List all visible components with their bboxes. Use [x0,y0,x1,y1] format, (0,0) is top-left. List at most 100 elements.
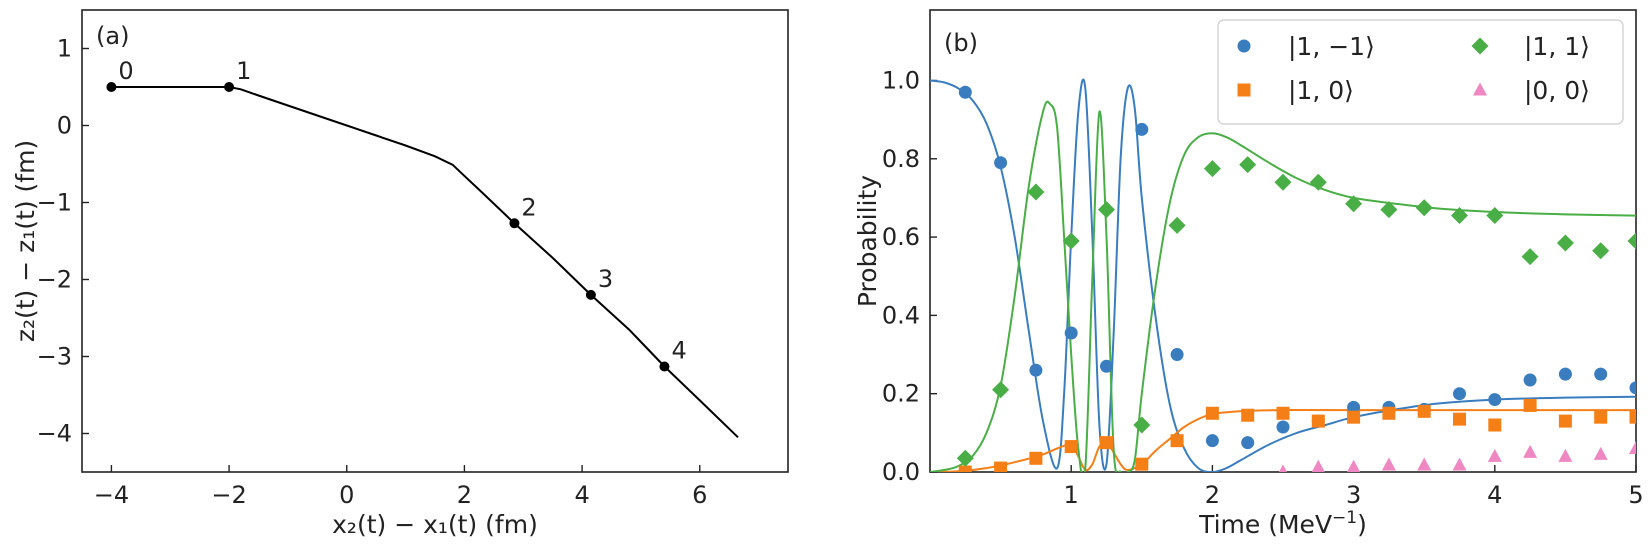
panel-a-y-tick-label: −2 [37,266,72,294]
panel-b-x-tick-label: 2 [1205,481,1220,509]
panel-a-y-tick-label: 0 [57,112,72,140]
data-point-one-one [1133,416,1151,434]
data-point-one-minus-one [958,85,972,99]
data-point-one-one [1592,242,1610,260]
panel-b-x-tick-label: 4 [1487,481,1502,509]
panel-a-x-tick-label: −2 [211,481,246,509]
panel-b-y-tick-label: 0.4 [882,301,920,329]
panel-b-label: (b) [944,29,978,57]
panel-a-x-tick-label: 4 [574,481,589,509]
data-point-one-one [1203,160,1221,178]
panel-b-y-tick-label: 0.6 [882,223,920,251]
data-point-one-minus-one [1029,363,1043,377]
data-point-one-one [1309,173,1327,191]
panel-a-x-tick-label: 6 [692,481,707,509]
panel-a-x-axis-title: x₂(t) − x₁(t) (fm) [332,510,538,539]
data-point-zero-zero [1278,464,1288,472]
panel-a-frame [81,9,789,473]
panel-a-y-axis-title: z₂(t) − z₁(t) (fm) [11,140,40,342]
panel-b-probability-chart: 1 2 3 4 5 0.0 0.2 0.4 0.6 0.8 1.0 (b) Time (MeV−1)… [853,9,1644,539]
data-point-one-minus-one [1594,367,1608,381]
panel-a-plot-area: 0 1 2 3 4 [106,57,739,439]
data-point-one-zero [1558,414,1572,428]
data-point-one-minus-one [1276,420,1290,434]
data-point-zero-zero [1347,459,1361,472]
data-point-one-minus-one [1170,348,1184,362]
x-axis-title-end: ) [1357,510,1367,539]
panel-a-y-tick-label: −1 [37,189,72,217]
data-point-one-zero [1594,410,1608,424]
trajectory-point-0 [106,82,117,92]
data-point-one-minus-one [1488,393,1502,407]
data-point-one-zero [1135,457,1149,471]
panel-a-trajectory-chart: −4 −2 0 2 4 6 1 0 −1 −2 −3 −4 0 1 2 3 4 (a) x₂(t) − x₁(… [11,9,789,539]
trajectory-point-label-3: 3 [598,265,613,293]
trajectory-point-label-1: 1 [236,57,251,85]
data-point-one-zero [1417,404,1431,418]
data-point-zero-zero [1629,441,1636,455]
legend-label-one-zero: |1, 0⟩ [1288,76,1354,105]
data-point-one-zero [1523,398,1537,412]
data-point-one-one [1521,248,1539,266]
data-point-one-zero [1488,418,1502,432]
data-point-one-zero [994,461,1008,472]
data-point-one-minus-one [1241,436,1255,450]
data-point-zero-zero [1381,457,1396,471]
trajectory-point-label-0: 0 [118,57,133,85]
panel-b-y-tick-label: 0.0 [882,458,920,486]
data-point-one-zero [1453,412,1466,426]
panel-b-y-axis-title: Probability [853,175,882,307]
panel-b-x-tick-label: 3 [1346,481,1361,509]
data-point-one-minus-one [994,156,1008,170]
data-point-zero-zero [1417,457,1432,471]
legend-marker-one-one [1471,37,1489,55]
data-point-one-zero [1205,406,1219,420]
legend-label-one-one: |1, 1⟩ [1524,32,1590,61]
data-point-one-one [1168,216,1186,234]
legend-label-one-minus-one: |1, −1⟩ [1288,32,1375,61]
data-point-one-minus-one [1558,367,1572,381]
data-point-one-one [956,449,974,467]
panel-b-x-tick-label: 5 [1628,481,1643,509]
panel-a-y-tick-label: −4 [37,420,72,448]
data-point-zero-zero [1452,457,1467,471]
panel-a-ticks: −4 −2 0 2 4 6 1 0 −1 −2 −3 −4 [37,35,708,510]
trajectory-point-label-4: 4 [671,337,686,365]
data-point-one-zero [1347,410,1361,424]
data-point-one-one [1062,232,1080,250]
trajectory-point-1 [224,82,235,92]
data-point-one-zero [1241,408,1255,422]
legend-marker-one-zero [1237,83,1251,97]
data-point-one-zero [1382,406,1396,420]
data-point-one-one [992,381,1010,399]
data-point-one-minus-one [1100,359,1113,373]
legend-marker-one-minus-one [1237,39,1251,53]
panel-a-x-tick-label: −4 [94,481,129,509]
data-point-one-minus-one [1064,326,1078,340]
legend: |1, −1⟩ |1, 0⟩ |1, 1⟩ |0, 0⟩ [1217,19,1624,125]
data-point-one-minus-one [1453,387,1466,401]
panel-b-plot-area [930,78,1636,472]
data-point-one-zero [1029,451,1043,465]
panel-a-label: (a) [96,22,129,50]
trajectory-point-2 [509,218,520,229]
data-point-one-minus-one [1629,381,1636,395]
data-point-one-one [1345,195,1363,213]
data-point-zero-zero [1523,444,1538,458]
series-curve-one-minus-one [930,78,1636,472]
data-point-one-one [1274,173,1292,191]
panel-b-y-tick-label: 0.8 [882,145,920,173]
data-point-one-minus-one [1523,373,1537,387]
data-point-one-one [1486,207,1504,225]
x-axis-title-superscript: −1 [1332,508,1357,528]
data-point-one-zero [1170,434,1184,448]
trajectory-line [111,86,739,439]
x-axis-title-main: Time (MeV [1198,510,1332,539]
data-point-one-minus-one [1205,434,1219,448]
data-point-one-one [1451,207,1468,225]
series-curve-one-one [930,100,1636,472]
panel-a-y-tick-label: −3 [37,343,72,371]
data-point-one-minus-one [1135,122,1149,136]
data-point-one-one [1627,232,1636,250]
